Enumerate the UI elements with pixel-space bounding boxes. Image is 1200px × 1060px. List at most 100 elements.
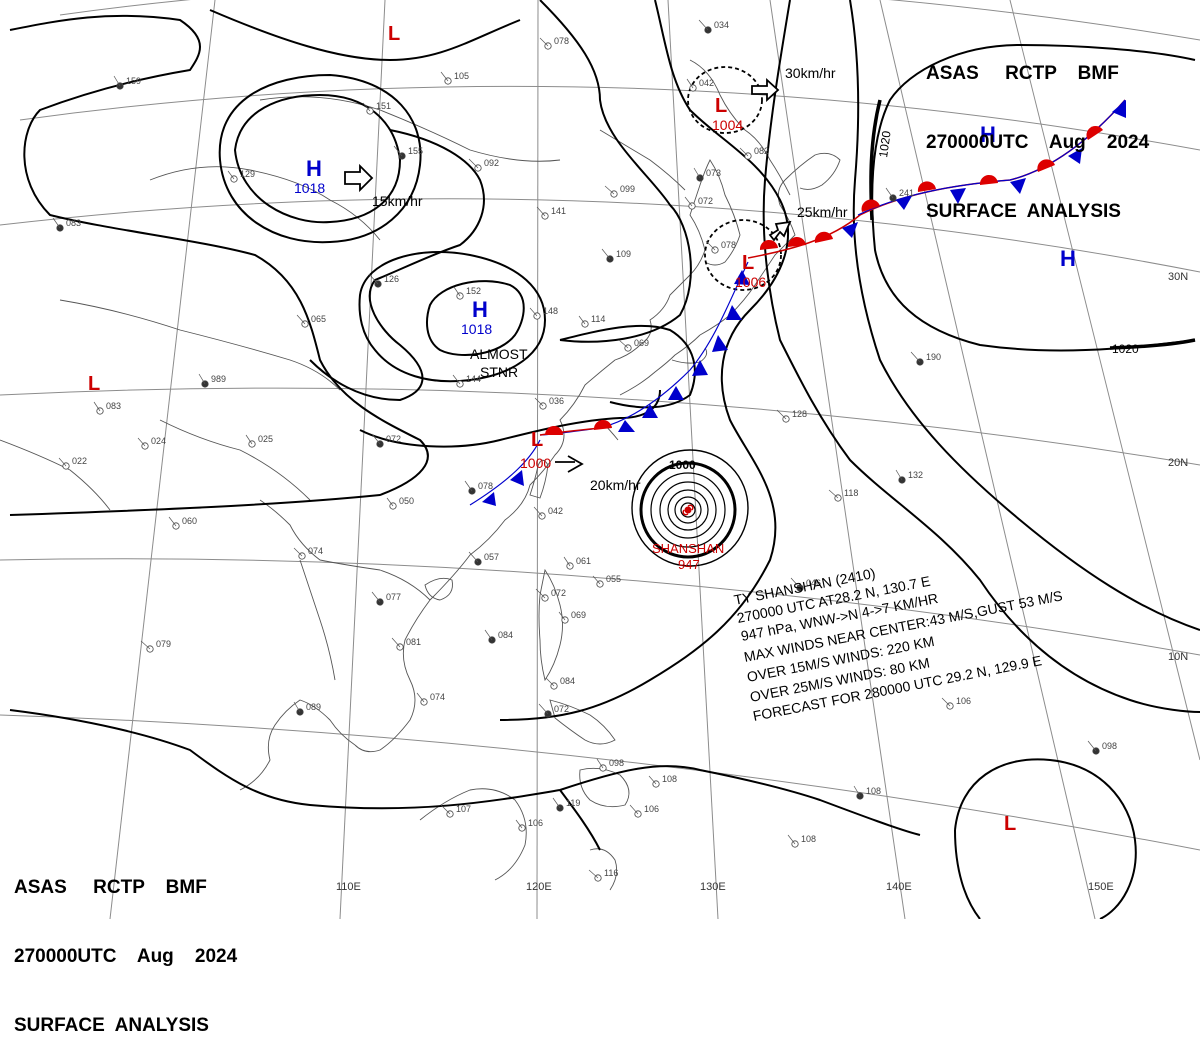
inland-border-3 — [159, 419, 311, 501]
wind-barb — [535, 588, 546, 599]
station-pressure: 034 — [714, 20, 729, 30]
wind-barb — [705, 240, 716, 251]
china-coast — [429, 249, 706, 601]
wind-barb — [604, 185, 615, 195]
lon-label: 110E — [336, 881, 361, 893]
wind-barb — [895, 469, 903, 481]
station-pressure: 129 — [240, 169, 255, 179]
station-plot: 084 — [484, 629, 513, 644]
wind-barb — [293, 547, 303, 557]
station-pressure: 069 — [634, 338, 649, 348]
header-line: SURFACE ANALYSIS — [926, 201, 1121, 222]
wind-barb — [245, 434, 253, 445]
station-pressure: 083 — [106, 401, 121, 411]
meridian-110e — [339, 0, 386, 919]
china-border — [259, 499, 431, 601]
indochina-border — [299, 559, 336, 681]
station-pressure: 046 — [806, 578, 821, 588]
parallel-0 — [0, 714, 1200, 851]
low-center-value: 1000 — [520, 455, 551, 471]
wind-barb — [536, 206, 546, 217]
station-plot: 132 — [895, 469, 923, 484]
station-plot: 025 — [245, 434, 273, 448]
station-pressure: 025 — [258, 434, 273, 444]
high-center-value: 1018 — [294, 180, 325, 196]
station-pressure: 060 — [182, 516, 197, 526]
station-plot: 107 — [440, 804, 471, 818]
station-pressure: 050 — [399, 496, 414, 506]
station-pressure: 082 — [754, 146, 769, 156]
station-pressure: 092 — [484, 158, 499, 168]
station-pressure: 072 — [551, 588, 566, 598]
wind-barb — [686, 78, 694, 89]
front-line-sw — [539, 261, 749, 436]
station-pressure: 119 — [566, 798, 580, 808]
isobar-label: 1020 — [876, 130, 894, 159]
typhoon-ring-2 — [650, 472, 726, 548]
wind-barb — [140, 640, 151, 650]
fronts — [469, 99, 1126, 506]
wind-barb — [552, 797, 561, 809]
warm-front-bumps-ne — [759, 125, 1103, 250]
wind-barb — [739, 147, 749, 157]
station-plot: 083 — [93, 401, 121, 415]
wind-barb — [601, 248, 611, 260]
station-pressure: 084 — [498, 630, 513, 640]
station-plot: 148 — [529, 306, 558, 320]
wind-barb — [941, 697, 951, 707]
station-plot: 190 — [910, 351, 941, 366]
cold-front-triangles-west — [482, 470, 524, 506]
station-plot: 073 — [693, 167, 721, 182]
borneo-coast — [419, 788, 527, 881]
station-pressure: 152 — [466, 286, 481, 296]
station-pressure: 083 — [66, 218, 81, 228]
inland-border-1 — [149, 166, 381, 241]
motion-arrows — [344, 77, 792, 473]
lon-label: 140E — [886, 881, 912, 893]
wind-barb — [227, 170, 235, 180]
wind-barb — [468, 551, 479, 563]
isobar-east-large — [762, 0, 1200, 713]
lon-label: 120E — [526, 881, 552, 893]
wind-barb — [563, 556, 571, 567]
wind-barb — [533, 506, 543, 517]
station-pressure: 072 — [386, 434, 401, 444]
typhoon-name-label: SHANSHAN — [652, 541, 724, 556]
wind-barb — [629, 804, 639, 815]
typhoon-ring-5 — [674, 496, 702, 524]
station-plot: 022 — [58, 456, 87, 470]
wind-barb — [828, 489, 839, 499]
wind-barb — [93, 401, 101, 412]
station-pressure: 077 — [386, 592, 401, 602]
dashed-ring-1004 — [687, 66, 763, 134]
station-plot: 098 — [596, 758, 624, 772]
meridian-150e — [879, 0, 1096, 919]
dashed-ring-1006 — [704, 219, 782, 291]
station-plot: 106 — [629, 804, 659, 818]
wind-barb — [464, 480, 473, 492]
station-pressure: 155 — [408, 146, 423, 156]
isobar-1018-west — [233, 93, 402, 224]
pressure-centers: H 1018 H 1018 L 1004 L 1006 L 1000 L L L… — [88, 23, 1076, 835]
motion-arrow-1000 — [555, 455, 584, 473]
wind-barb — [137, 437, 146, 447]
station-pressure: 081 — [406, 637, 421, 647]
station-pressure: 061 — [576, 556, 591, 566]
isobar-south-inner — [559, 789, 601, 851]
station-plot: 077 — [371, 591, 401, 606]
wind-barb — [113, 75, 121, 87]
station-plot: 152 — [453, 286, 481, 300]
station-plot: 046 — [790, 577, 821, 592]
isobar-se-ring — [954, 758, 1137, 919]
station-plot: 092 — [468, 158, 499, 172]
isobar-1018-central — [426, 280, 525, 356]
isobar-top-east — [539, 0, 692, 343]
station-plot: 108 — [853, 785, 881, 800]
station-plot: 109 — [601, 248, 631, 263]
wind-barb — [698, 19, 709, 31]
wind-barb — [558, 611, 566, 621]
wind-barb — [648, 775, 657, 785]
station-pressure: 057 — [484, 552, 499, 562]
typhoon-pressure-label: 947 — [678, 557, 700, 572]
wind-barb — [362, 102, 371, 112]
